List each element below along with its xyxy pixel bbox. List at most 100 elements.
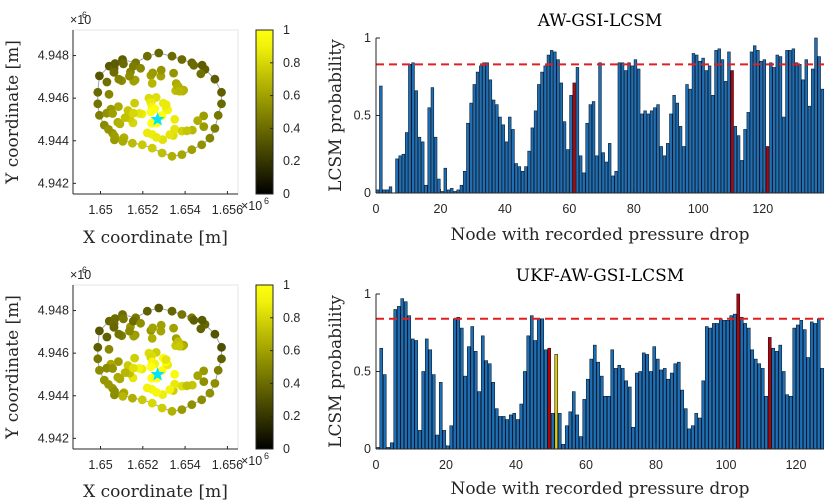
bar: [459, 327, 464, 450]
network-node: [177, 405, 187, 414]
y-tick-label: 4.946: [38, 346, 69, 360]
y-tick-label: 4.944: [38, 389, 69, 403]
network-node: [177, 150, 187, 160]
bar: [727, 51, 731, 194]
x-axis-label: Node with recorded pressure drop: [450, 225, 749, 245]
bar: [732, 313, 737, 450]
bar: [514, 163, 518, 194]
bar: [785, 394, 790, 450]
network-node: [199, 111, 209, 121]
bar: [517, 166, 522, 194]
bar: [530, 127, 534, 194]
bar: [601, 152, 605, 194]
network-node: [152, 133, 161, 142]
bar: [701, 380, 706, 450]
bar: [711, 323, 716, 450]
x-exponent-base: ×10: [241, 199, 262, 213]
bar: [395, 158, 399, 194]
network-node: [154, 48, 164, 58]
network-node: [114, 357, 123, 366]
bar: [718, 318, 723, 450]
network-node: [213, 365, 223, 375]
colorbar-tick-label: 1: [283, 278, 290, 292]
bar: [724, 81, 728, 194]
network-node: [210, 123, 220, 133]
colorbar-tick-label: 0.6: [283, 89, 300, 103]
network-node: [197, 140, 207, 150]
network-node: [95, 71, 104, 81]
bar: [624, 70, 628, 194]
bar: [775, 54, 779, 194]
network-node: [142, 306, 152, 316]
network-node: [110, 386, 119, 396]
y-tick-label: 0: [364, 442, 371, 456]
bar: [389, 442, 394, 450]
bar: [640, 113, 644, 194]
bar-highlight-red: [572, 82, 576, 194]
bar: [643, 110, 647, 194]
bar: [401, 153, 406, 194]
bar: [807, 105, 812, 194]
bar: [398, 155, 402, 194]
x-exponent-power: 6: [264, 451, 269, 461]
bar: [452, 318, 457, 450]
network-node: [197, 315, 207, 325]
x-tick-label: 1.652: [127, 203, 158, 217]
bar: [591, 101, 596, 194]
network-node: [199, 377, 209, 386]
bar: [469, 102, 473, 194]
colorbar-tick-label: 0: [283, 187, 290, 201]
bar: [505, 419, 510, 450]
network-node: [104, 344, 114, 354]
bar: [414, 90, 418, 194]
network-node: [157, 403, 167, 413]
bar: [463, 375, 468, 450]
bar: [614, 171, 618, 194]
network-node: [169, 323, 179, 333]
bar: [698, 60, 702, 194]
x-axis-label: X coordinate [m]: [83, 482, 228, 500]
bar: [694, 413, 699, 450]
bar: [788, 50, 792, 194]
bar: [820, 88, 825, 194]
bar: [806, 357, 811, 450]
x-tick-label: 1.652: [127, 458, 158, 472]
bar: [691, 53, 696, 194]
bar: [488, 79, 493, 194]
network-node: [187, 145, 197, 155]
bar: [792, 327, 797, 450]
bar-highlight-yellow: [554, 354, 559, 450]
bar: [403, 301, 408, 450]
network-node: [130, 98, 140, 108]
network-node: [110, 131, 119, 141]
network-node: [156, 320, 166, 330]
bar: [645, 354, 650, 450]
bar: [396, 306, 401, 450]
bar: [743, 129, 747, 194]
bar: [603, 395, 608, 450]
network-node: [110, 314, 120, 323]
network-node: [110, 59, 120, 68]
bar: [685, 84, 689, 194]
bar: [540, 71, 544, 194]
network-node: [127, 393, 137, 403]
bar: [566, 149, 570, 194]
bar: [427, 107, 431, 194]
bar: [611, 175, 615, 194]
bar: [809, 321, 814, 450]
bar: [637, 68, 641, 194]
bar: [659, 146, 663, 194]
x-tick-label: 100: [716, 458, 737, 472]
network-node: [167, 151, 177, 161]
bar: [421, 141, 425, 194]
bar: [606, 395, 611, 450]
bar: [733, 126, 738, 194]
bar: [802, 329, 807, 450]
bar: [408, 64, 412, 194]
y-tick-label: 4.944: [38, 134, 69, 148]
network-node: [142, 383, 152, 393]
network-node: [187, 400, 197, 410]
network-node: [93, 354, 103, 364]
bar: [435, 434, 440, 450]
bar: [579, 155, 583, 194]
